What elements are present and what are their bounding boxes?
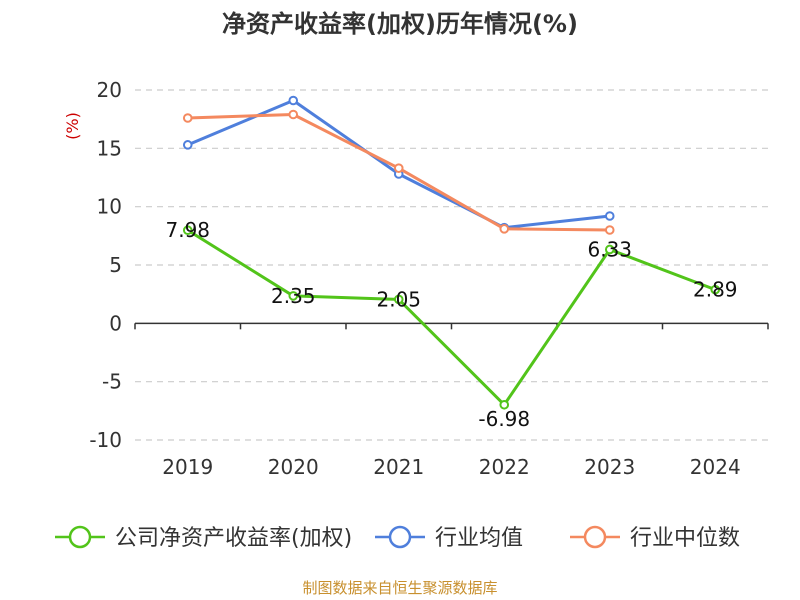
y-tick-label: -10	[89, 428, 122, 452]
data-point	[182, 225, 193, 236]
data-point	[288, 109, 299, 120]
series-line	[186, 228, 716, 407]
data-point	[288, 95, 299, 106]
data-point	[710, 284, 721, 295]
data-point	[393, 294, 404, 305]
data-point	[288, 291, 299, 301]
y-tick-label: 20	[97, 78, 122, 102]
data-label: 6.33	[587, 237, 632, 261]
x-tick-label: 2021	[373, 455, 424, 479]
legend-label: 行业中位数	[630, 526, 740, 551]
data-labels: 7.98 2.35 2.05 -6.98 6.33 2.89	[165, 218, 737, 431]
chart-title: 净资产收益率(加权)历年情况(%)	[222, 10, 578, 38]
gridlines	[135, 89, 768, 441]
data-point	[393, 163, 404, 173]
legend-marker-icon	[68, 525, 92, 549]
series-lines	[182, 95, 721, 410]
axes: 20 15 10 5 0 -5 -10 2019 2020 2021 2022 2023 2024	[89, 78, 769, 479]
legend-label: 公司净资产收益率(加权)	[115, 526, 352, 551]
legend-marker-icon	[583, 525, 607, 549]
data-point	[604, 225, 615, 235]
y-tick-label: 0	[109, 311, 122, 335]
x-tick-label: 2022	[479, 455, 530, 479]
data-point	[604, 211, 615, 221]
data-label: 7.98	[165, 218, 210, 242]
y-tick-label: -5	[102, 370, 122, 394]
data-point	[499, 224, 510, 234]
data-point	[499, 399, 510, 410]
data-point	[182, 140, 193, 150]
data-source-note: 制图数据来自恒生聚源数据库	[302, 579, 497, 597]
legend-label: 行业均值	[435, 526, 523, 551]
data-label: 2.05	[376, 287, 421, 311]
x-tick-label: 2024	[690, 455, 741, 479]
x-tick-label: 2019	[162, 455, 213, 479]
data-point	[182, 113, 193, 123]
legend: 公司净资产收益率(加权) 行业均值 行业中位数	[55, 525, 740, 551]
x-tick-label: 2023	[584, 455, 635, 479]
y-tick-label: 15	[97, 136, 122, 160]
y-axis-unit-label: (%)	[63, 112, 82, 140]
data-label: -6.98	[478, 407, 530, 431]
data-point	[604, 244, 615, 255]
legend-marker-icon	[388, 525, 412, 549]
x-tick-label: 2020	[268, 455, 319, 479]
data-label: 2.35	[271, 284, 316, 308]
data-label: 2.89	[693, 278, 738, 302]
y-tick-label: 5	[109, 253, 122, 277]
y-tick-label: 10	[97, 195, 122, 219]
